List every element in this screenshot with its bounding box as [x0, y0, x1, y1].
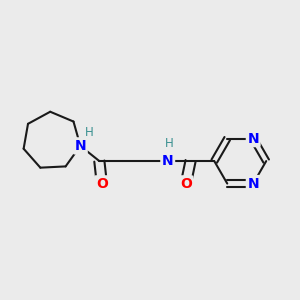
- Text: H: H: [85, 126, 94, 139]
- Text: N: N: [162, 154, 173, 168]
- Text: O: O: [180, 177, 192, 191]
- Text: N: N: [248, 132, 259, 145]
- Text: O: O: [96, 177, 108, 191]
- Text: N: N: [248, 177, 259, 190]
- Text: N: N: [74, 139, 86, 153]
- Text: H: H: [165, 137, 174, 150]
